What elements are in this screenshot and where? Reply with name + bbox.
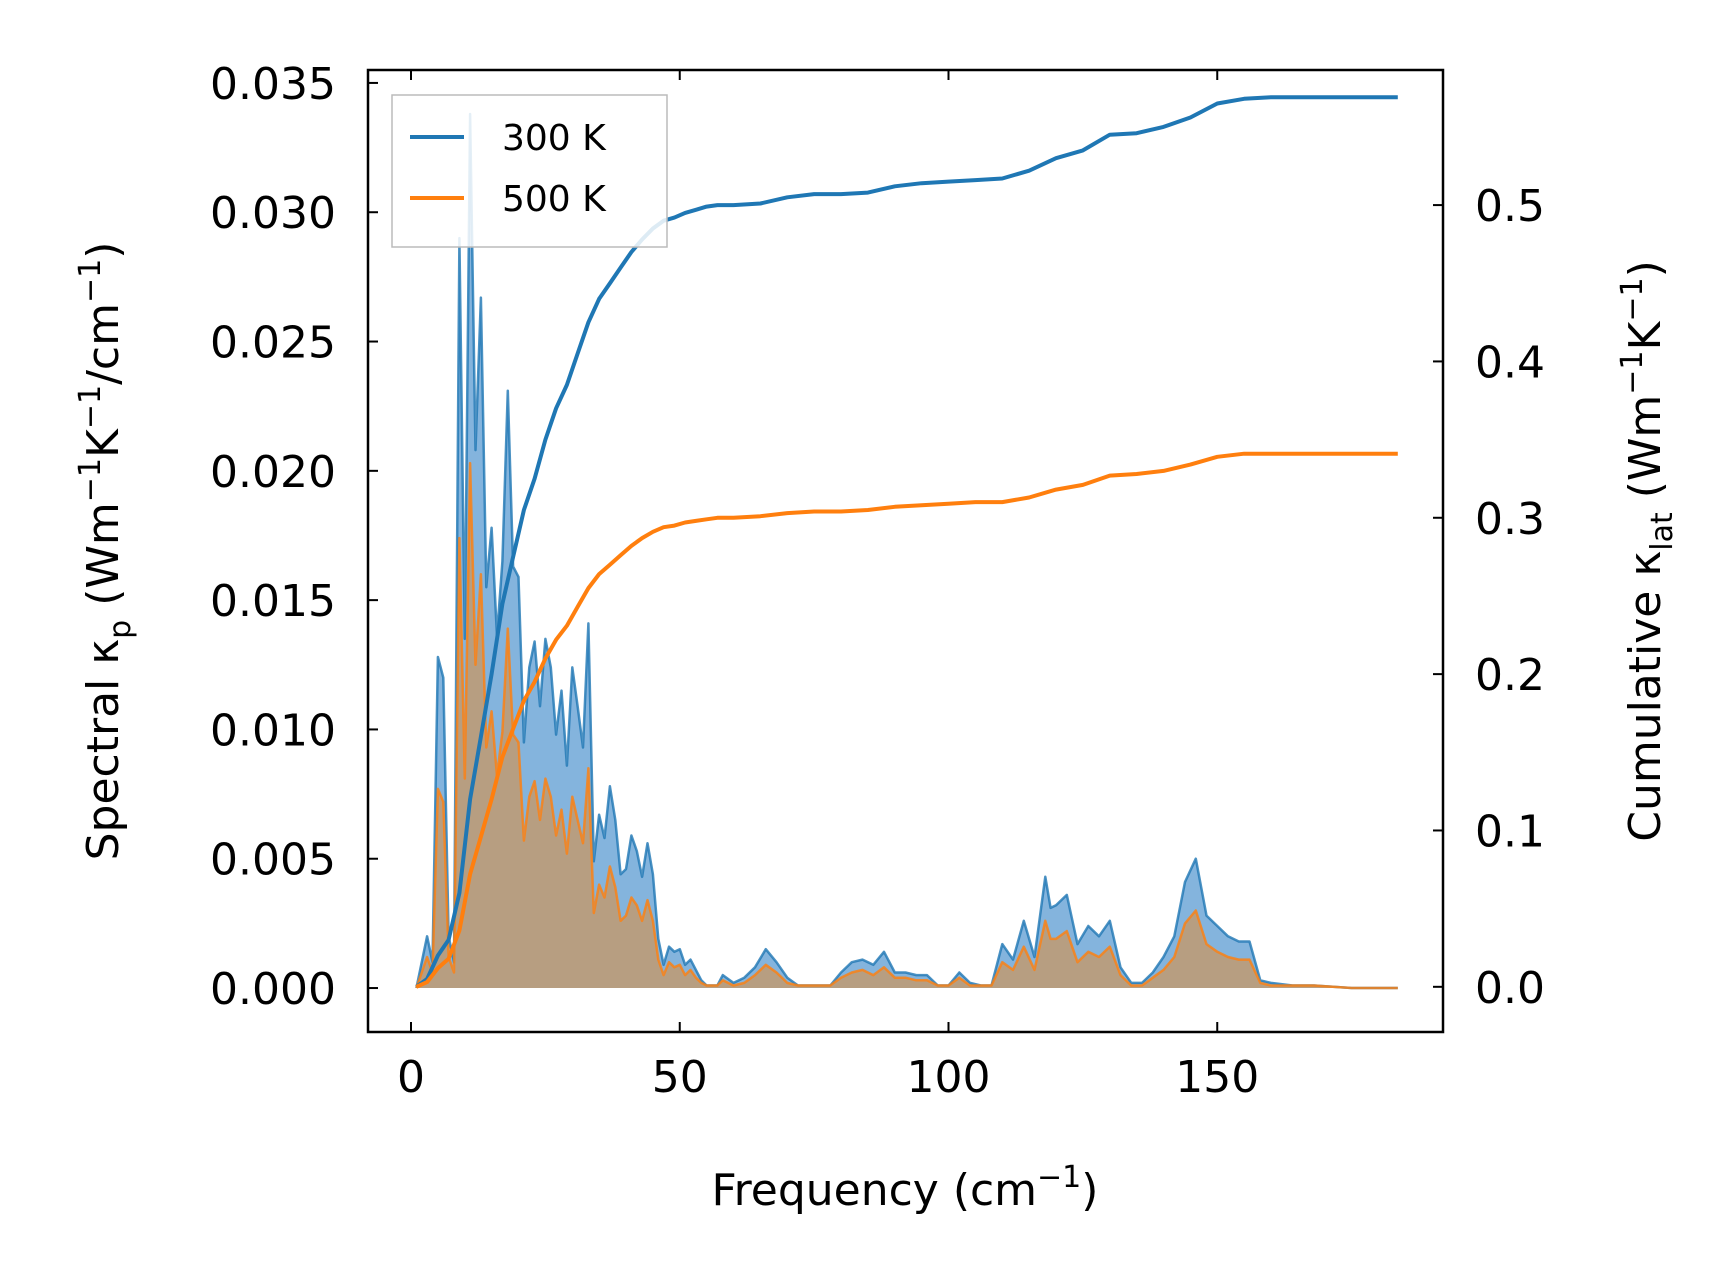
- x-tick-label: 0: [397, 1052, 425, 1103]
- cumulative-line-1: [415, 451, 1398, 989]
- plot-frame: [366, 68, 1445, 1034]
- y-left-tick-label: 0.030: [210, 188, 336, 239]
- legend-frame: [391, 94, 668, 248]
- y-left-tick-label: 0.025: [210, 318, 336, 369]
- y-left-tick-label: 0.005: [210, 835, 336, 886]
- y-right-tick-label: 0.1: [1475, 806, 1545, 857]
- x-axis-label: Frequency (cm−1): [712, 1160, 1099, 1216]
- spectral-line-0: [415, 112, 1398, 990]
- y-right-tick-label: 0.2: [1475, 650, 1545, 701]
- y-right-tick-label: 0.0: [1475, 963, 1545, 1014]
- ticks-layer: 0 50 100 150 0.000 0.005 0.010 0.015 0.020 0.025 0…: [210, 59, 1545, 1103]
- y-right-tick-label: 0.4: [1475, 337, 1545, 388]
- y-left-tick-label: 0.000: [210, 964, 336, 1015]
- x-tick-label: 50: [652, 1052, 708, 1103]
- spectral-layer: [415, 112, 1398, 990]
- x-tick-label: 100: [907, 1052, 991, 1103]
- spectral-area-1: [416, 463, 1398, 989]
- spectral-line-1: [415, 461, 1398, 990]
- y-left-tick-label: 0.015: [210, 576, 336, 627]
- legend-label-300k: 300 K: [502, 118, 607, 159]
- x-tick-label: 150: [1175, 1052, 1259, 1103]
- y-right-axis-label: Cumulative κlat (Wm−1K−1): [1615, 260, 1680, 842]
- y-right-tick-label: 0.3: [1475, 494, 1545, 545]
- cumulative-line-0: [415, 95, 1398, 989]
- y-left-tick-label: 0.010: [210, 705, 336, 756]
- y-left-tick-label: 0.020: [210, 447, 336, 498]
- y-right-tick-label: 0.5: [1475, 181, 1545, 232]
- y-left-tick-label: 0.035: [210, 59, 336, 110]
- legend: 300 K 500 K: [391, 94, 668, 248]
- y-left-axis-label: Spectral κp (Wm−1K−1/cm−1): [73, 242, 138, 861]
- cumulative-layer: [415, 95, 1398, 989]
- legend-label-500k: 500 K: [502, 179, 607, 220]
